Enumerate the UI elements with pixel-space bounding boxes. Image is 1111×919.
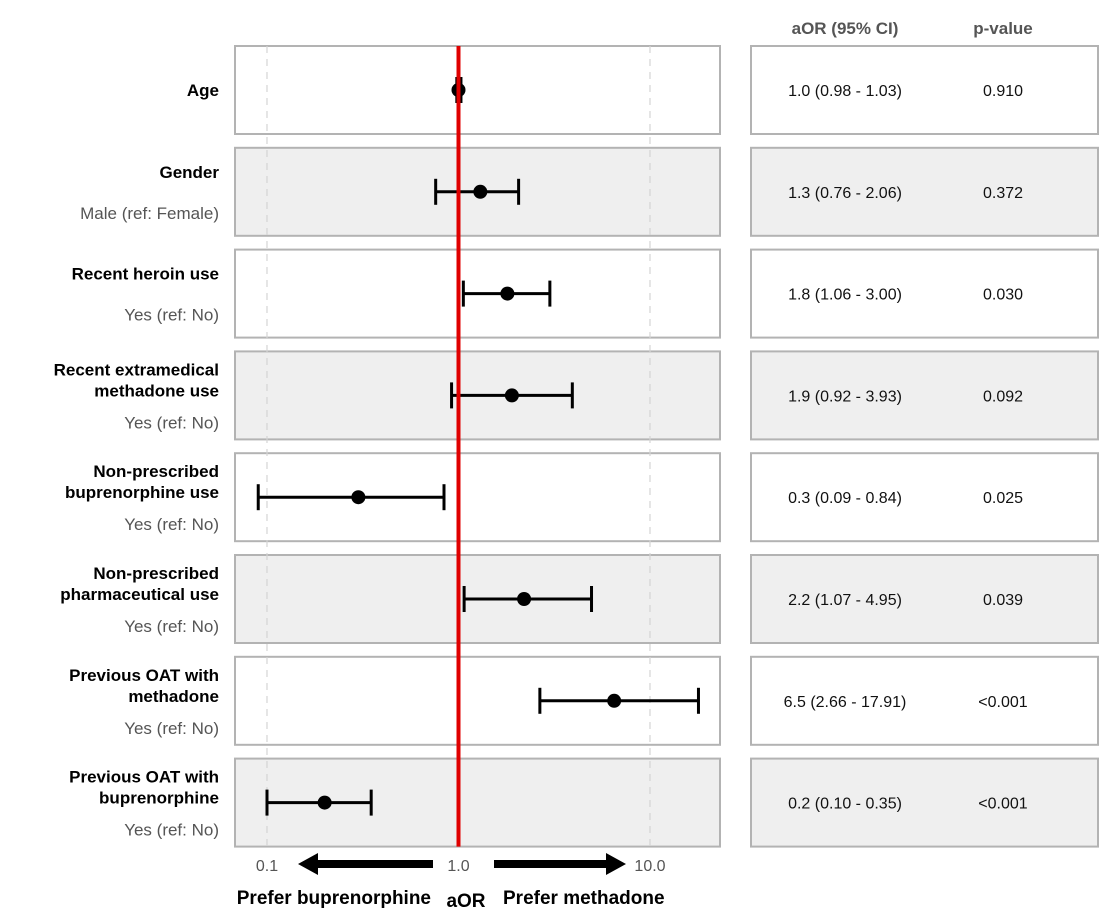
row-panels: [234, 45, 1099, 848]
x-tick-label: 0.1: [256, 858, 278, 875]
x-tick-label: 1.0: [447, 858, 469, 875]
direction-left-label: Prefer buprenorphine: [237, 888, 431, 909]
grid-lines: [266, 46, 651, 847]
table-header-or: aOR (95% CI): [792, 19, 899, 38]
level-label: Yes (ref: No): [124, 413, 219, 432]
table-row-panel: [750, 655, 1099, 746]
or-ci-cell: 0.3 (0.09 - 0.84): [788, 490, 902, 507]
table-row-panel: [750, 452, 1099, 543]
level-label: Yes (ref: No): [124, 306, 219, 325]
level-label: Yes (ref: No): [124, 617, 219, 636]
variable-label: Recent extramedical methadone use: [54, 360, 219, 400]
x-tick-label: 10.0: [634, 858, 665, 875]
estimate-point: [317, 795, 332, 810]
p-value-cell: 0.910: [983, 83, 1023, 100]
right-arrow-icon: [494, 853, 626, 875]
variable-label: Gender: [159, 163, 219, 182]
table-row-panel: [750, 350, 1099, 441]
table-row-panel: [750, 248, 1099, 339]
estimate-point: [351, 490, 366, 505]
or-ci-cell: 6.5 (2.66 - 17.91): [784, 694, 907, 711]
p-value-cell: 0.372: [983, 185, 1023, 202]
estimate-point: [517, 592, 532, 606]
level-label: Yes (ref: No): [124, 515, 219, 534]
p-value-cell: 0.025: [983, 490, 1023, 507]
variable-label: Previous OAT with buprenorphine: [69, 768, 219, 808]
p-value-cell: <0.001: [978, 694, 1027, 711]
estimate-point: [504, 388, 519, 403]
or-ci-cell: 1.8 (1.06 - 3.00): [788, 287, 902, 304]
table-header-p: p-value: [973, 19, 1033, 38]
or-ci-cell: 2.2 (1.07 - 4.95): [788, 592, 902, 609]
p-value-cell: 0.030: [983, 287, 1023, 304]
left-arrow-icon: [298, 853, 433, 875]
estimate-point: [607, 693, 622, 708]
row-labels: Age Gender Male (ref: Female) Recent heroin…: [54, 81, 220, 840]
or-ci-cell: 1.9 (0.92 - 3.93): [788, 388, 902, 405]
p-value-cell: <0.001: [978, 796, 1027, 813]
variable-label: Previous OAT with methadone: [69, 666, 219, 706]
variable-label: Recent heroin use: [72, 265, 219, 284]
estimate-marks: [256, 77, 700, 816]
level-label: Yes (ref: No): [124, 821, 219, 840]
table-row-panel: [750, 45, 1099, 135]
level-label: Male (ref: Female): [80, 204, 219, 223]
x-axis-title: aOR: [446, 891, 485, 912]
x-axis: 0.1 1.0 10.0: [256, 858, 666, 875]
variable-label: Non-prescribed buprenorphine use: [65, 462, 219, 502]
plot-row-panel: [234, 45, 721, 135]
level-label: Yes (ref: No): [124, 719, 219, 738]
estimate-point: [473, 184, 488, 199]
variable-label: Age: [187, 81, 219, 100]
direction-right-label: Prefer methadone: [503, 888, 665, 909]
results-table: aOR (95% CI) p-value 1.0 (0.98 - 1.03) 0.…: [784, 19, 1033, 813]
or-ci-cell: 1.0 (0.98 - 1.03): [788, 83, 902, 100]
estimate-point: [500, 286, 515, 301]
table-row-panel: [750, 146, 1099, 237]
p-value-cell: 0.092: [983, 388, 1023, 405]
table-row-panel: [750, 554, 1099, 644]
direction-arrows: Prefer buprenorphine aOR Prefer methadon…: [237, 853, 665, 912]
p-value-cell: 0.039: [983, 592, 1023, 609]
variable-label: Non-prescribed pharmaceutical use: [60, 564, 219, 604]
or-ci-cell: 1.3 (0.76 - 2.06): [788, 185, 902, 202]
table-row-panel: [750, 757, 1099, 848]
or-ci-cell: 0.2 (0.10 - 0.35): [788, 796, 902, 813]
